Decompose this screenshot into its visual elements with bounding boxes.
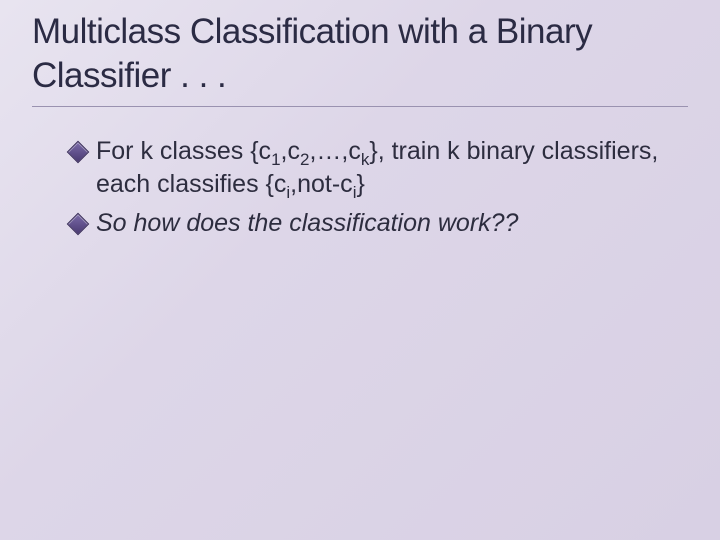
text-fragment: ,c [281, 137, 300, 165]
text-fragment: } [356, 170, 364, 198]
slide-title: Multiclass Classification with a Binary … [32, 10, 688, 98]
list-item: So how does the classification work?? [70, 207, 688, 240]
diamond-bullet-icon [67, 212, 90, 235]
bullet-text-2: So how does the classification work?? [96, 207, 518, 240]
subscript: 1 [271, 150, 280, 169]
list-item: For k classes {c1,c2,…,ck}, train k bina… [70, 135, 688, 201]
diamond-bullet-icon [67, 140, 90, 163]
title-divider [32, 106, 688, 107]
text-fragment: ,…,c [309, 137, 360, 165]
slide-container: Multiclass Classification with a Binary … [0, 0, 720, 540]
text-fragment: For k classes {c [96, 137, 271, 165]
bullet-text-1: For k classes {c1,c2,…,ck}, train k bina… [96, 135, 688, 201]
text-fragment: ,not-c [290, 170, 353, 198]
bullet-list: For k classes {c1,c2,…,ck}, train k bina… [32, 135, 688, 240]
